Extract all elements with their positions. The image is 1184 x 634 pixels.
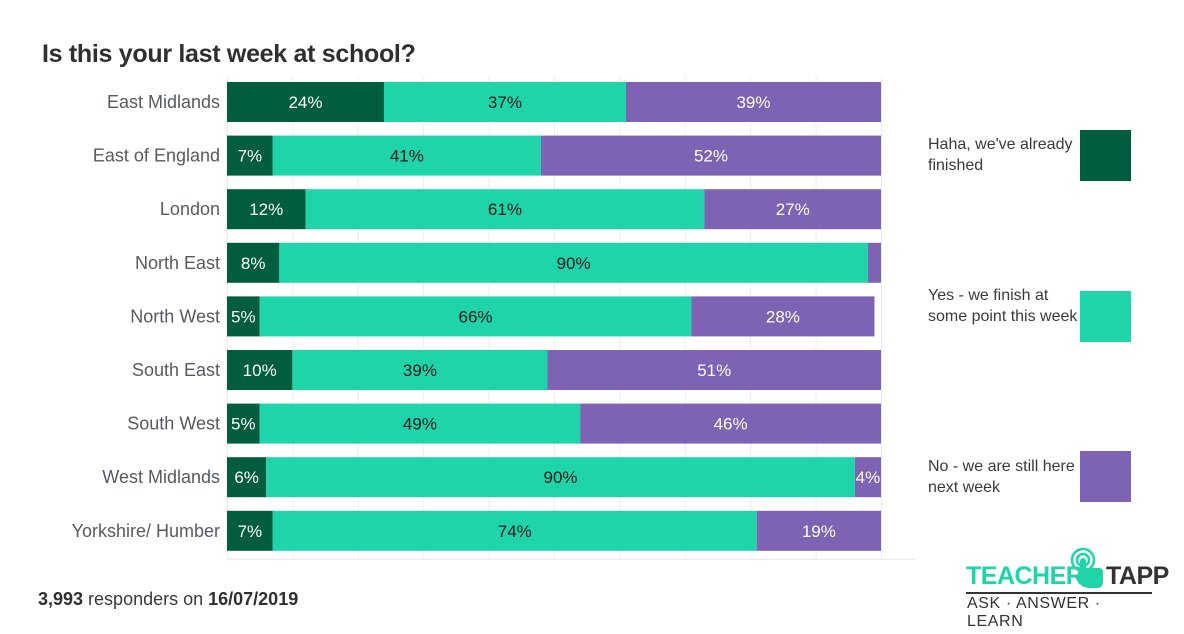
data-label: 28% [766,307,800,326]
bar-segment [266,457,855,498]
bar-segment [272,510,757,551]
bar-segment [227,189,306,230]
category-label: South West [127,414,220,434]
bar-segment [691,296,875,337]
bars [227,82,881,551]
data-label: 46% [714,415,748,434]
bar-segment [259,296,692,337]
bar-segment [272,135,541,176]
category-label: East Midlands [107,92,220,112]
data-label: 66% [459,307,493,326]
data-label: 5% [231,415,256,434]
logo-word-teacher: TEACHER [966,562,1084,590]
data-label: 51% [697,361,731,380]
legend-swatch-finished [1080,130,1131,181]
teacher-tapp-logo: TEACHER TAPP ASK · ANSWER · LEARN [966,548,1169,630]
category-label: West Midlands [102,467,220,487]
tap-hand-icon [1070,548,1103,588]
logo-tagline: ASK · ANSWER · LEARN [967,595,1101,630]
bar-segment [704,189,881,230]
bar-segment [756,510,881,551]
category-labels: East Midlands East of England London North … [72,92,220,541]
bar-segment [540,135,881,176]
data-label: 24% [288,93,322,112]
bar-segment [292,350,548,390]
data-labels: 24% 37% 39% 7% 41% 52% 12% 61% 27% 8% 90% 5% 66% 28% 1… [231,93,880,541]
legend-label-next-week: No - we are still here next week [928,458,1075,496]
data-label: 4% [856,468,881,487]
data-label: 8% [241,254,266,273]
bar-segment [383,82,626,122]
chart-title: Is this your last week at school? [42,40,416,68]
legend-swatch-next-week [1080,451,1131,502]
bar-segment [227,510,273,551]
bar-segment [227,350,293,390]
category-label: North East [135,253,220,273]
bar-segment [227,242,280,283]
data-label: 37% [488,93,522,112]
footer-text: responders on [83,589,209,609]
category-label: East of England [93,146,220,166]
data-label: 52% [694,147,728,166]
bar-segment [227,403,260,444]
data-label: 49% [403,415,437,434]
bar-segment [580,403,881,444]
bar-segment [279,242,868,283]
category-label: South East [132,360,220,380]
survey-date: 16/07/2019 [208,589,299,609]
legend-swatch-this-week [1080,291,1131,342]
data-label: 12% [249,200,283,219]
logo-rule [966,592,1152,594]
data-label: 6% [234,468,259,487]
data-label: 7% [238,147,263,166]
data-label: 41% [390,147,424,166]
bar-segment [227,82,384,122]
bar-segment [305,189,705,230]
data-label: 90% [557,254,591,273]
category-label: North West [130,306,220,326]
category-label: Yorkshire/ Humber [72,521,220,541]
legend-label-this-week: Yes - we finish at some point this week [928,287,1078,325]
bar-segment [227,296,260,337]
data-label: 74% [498,522,532,541]
responder-count: 3,993 [38,589,84,609]
logo-word-tapp: TAPP [1106,562,1169,590]
bar-segment [547,350,881,390]
data-label: 27% [776,200,810,219]
bar-segment [227,457,267,498]
responders-footer: 3,993 responders on 16/07/2019 [38,589,298,610]
category-label: London [160,199,220,219]
data-label: 90% [544,468,578,487]
data-label: 39% [403,361,437,380]
data-label: 5% [231,307,256,326]
legend-label-finished: Haha, we've already finished [928,136,1073,174]
bar-segment [259,403,581,444]
data-label: 39% [736,93,770,112]
data-label: 10% [243,361,277,380]
bar-segment [625,82,881,122]
bar-segment [227,135,273,176]
bar-segment [854,457,881,498]
data-label: 7% [238,522,263,541]
data-label: 61% [488,200,522,219]
bar-segment [867,242,881,283]
data-label: 19% [802,522,836,541]
